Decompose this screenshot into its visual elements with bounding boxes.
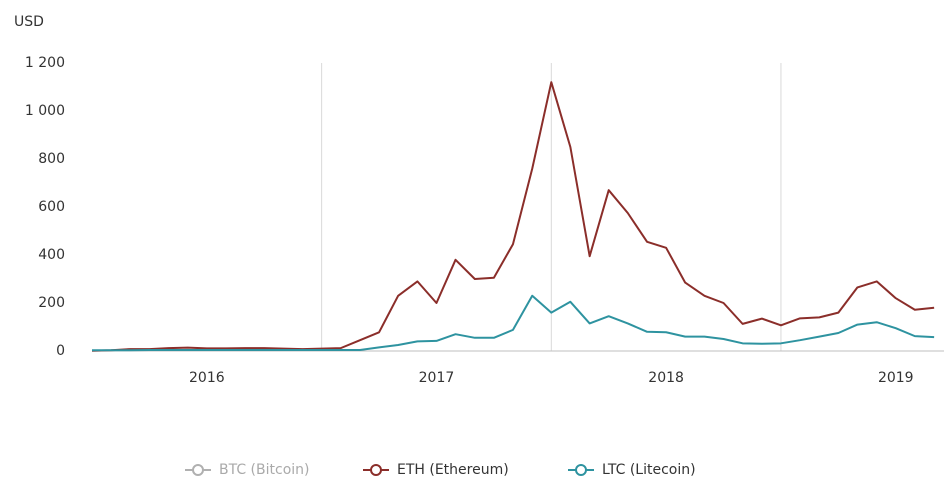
y-tick-label: 0 [56, 343, 65, 359]
x-tick-label: 2019 [878, 370, 914, 386]
y-tick-label: 400 [38, 247, 65, 263]
legend-item[interactable]: BTC (Bitcoin) [185, 462, 310, 478]
series-line [92, 294, 935, 352]
y-tick-label: 800 [38, 151, 65, 167]
legend-label: LTC (Litecoin) [602, 462, 696, 478]
legend-item[interactable]: LTC (Litecoin) [568, 462, 696, 478]
y-tick-label: 600 [38, 199, 65, 215]
legend-marker [370, 464, 382, 476]
y-tick-label: 1 000 [25, 103, 65, 119]
series-line [92, 81, 935, 352]
y-tick-label: 1 200 [25, 55, 65, 71]
legend-item[interactable]: ETH (Ethereum) [363, 462, 509, 478]
x-tick-label: 2017 [419, 370, 455, 386]
x-tick-label: 2018 [648, 370, 684, 386]
y-tick-label: 200 [38, 295, 65, 311]
y-unit: USD [14, 14, 44, 30]
legend-marker [192, 464, 204, 476]
x-tick-label: 2016 [189, 370, 225, 386]
legend-label: ETH (Ethereum) [397, 462, 509, 478]
legend-label: BTC (Bitcoin) [219, 462, 310, 478]
plot-area [92, 81, 935, 352]
legend-marker [575, 464, 587, 476]
